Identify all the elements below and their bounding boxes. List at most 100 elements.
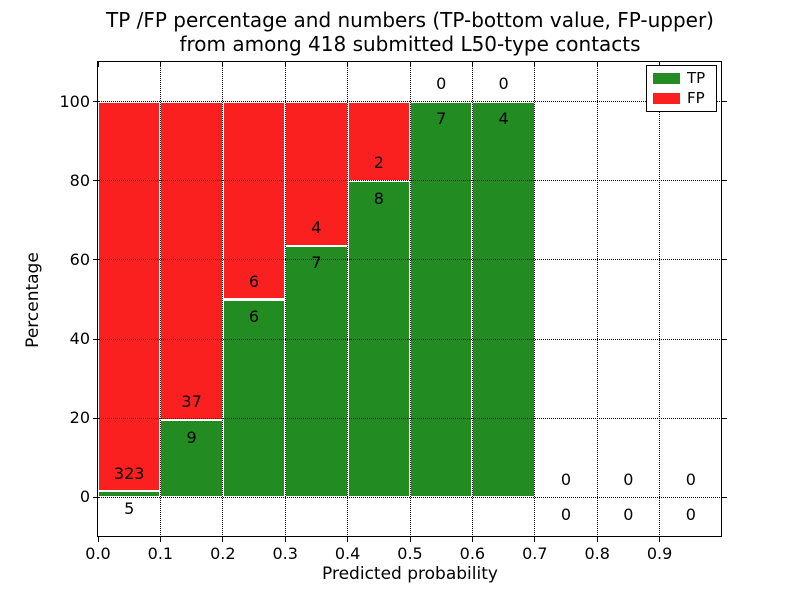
bar-fp-segment [160,101,223,420]
legend-item-fp: FP [653,91,710,106]
bar-fp-segment [98,101,161,492]
bar-count-label-fp: 0 [436,73,447,93]
legend-label-fp: FP [687,89,705,107]
x-axis-tick-top [471,62,473,67]
bar-count-label-tp: 9 [186,427,197,447]
x-tick-label: 0.4 [334,544,361,563]
x-axis-tick-top [284,62,286,67]
y-axis-tick [93,101,98,103]
x-axis-tick-top [222,62,224,67]
x-axis-tick-top [409,62,411,67]
x-axis-tick [97,537,99,542]
x-axis-tick-top [159,62,161,67]
chart-title-line1: TP /FP percentage and numbers (TP-bottom… [106,8,714,32]
x-axis-label: Predicted probability [322,564,498,584]
bar-tp-segment [472,101,535,498]
x-axis-tick-top [347,62,349,67]
y-axis-tick [93,180,98,182]
y-axis-tick-right [722,496,727,498]
x-tick-label: 0.3 [272,544,298,563]
bar-count-label-fp: 0 [623,469,634,489]
x-tick-label: 0.2 [210,544,236,563]
bar-tp-segment [285,245,348,498]
bar-fp-segment [222,101,286,300]
bar-count-label-tp: 0 [623,505,634,525]
x-tick-label: 0.5 [397,544,423,563]
bar-count-label-fp: 2 [373,152,384,172]
x-tick-label: 0.8 [584,544,610,563]
y-tick-label: 0 [79,487,90,507]
x-axis-tick-top [659,62,661,67]
v-gridline [222,62,224,537]
x-tick-label: 0.6 [459,544,486,563]
y-axis-label: Percentage [23,252,43,348]
bar-count-label-tp: 0 [560,505,572,525]
v-gridline [409,62,411,537]
y-tick-label: 20 [69,408,90,428]
x-tick-label: 0.7 [522,544,548,563]
bar-fp-segment [285,101,348,246]
legend-swatch-fp [653,93,680,104]
x-axis-tick [659,537,661,542]
legend-swatch-tp [653,73,680,84]
chart-title-line2: from among 418 submitted L50-type contac… [179,32,641,56]
bar-count-label-fp: 4 [311,217,322,237]
y-axis-tick [93,259,98,261]
y-tick-label: 60 [69,249,90,269]
x-axis-tick [534,537,536,542]
v-gridline [284,62,286,537]
y-axis-tick-right [722,338,727,340]
bar-count-label-tp: 7 [436,109,447,129]
x-axis-tick [409,537,411,542]
legend-item-tp: TP [653,71,710,86]
v-gridline [596,62,598,537]
bar-count-label-fp: 323 [113,463,145,483]
bar-count-label-fp: 0 [560,469,572,489]
bar-tp-segment [222,299,286,498]
bar-count-label-fp: 6 [248,271,260,291]
bar-count-label-tp: 7 [311,253,322,273]
x-tick-label: 0.0 [85,544,111,563]
y-axis-tick [93,417,98,419]
bar-count-label-fp: 0 [685,469,696,489]
bar-count-label-tp: 5 [124,499,135,519]
bar-count-label-tp: 6 [248,307,260,327]
y-axis-tick [93,338,98,340]
v-gridline [471,62,473,537]
y-axis-tick-right [722,259,727,261]
v-gridline [534,62,536,537]
bar-count-label-fp: 0 [498,73,509,93]
bar-count-label-tp: 0 [685,505,696,525]
v-gridline [659,62,661,537]
x-axis-tick [471,537,473,542]
x-tick-label: 0.9 [646,544,673,563]
y-axis-tick-right [722,101,727,103]
legend-label-tp: TP [687,69,706,87]
y-axis-tick-right [722,417,727,419]
x-axis-tick-top [97,62,99,67]
x-axis-tick-top [534,62,536,67]
bar-tp-segment [160,419,223,498]
bar-tp-segment [98,491,161,498]
bar-count-label-tp: 4 [498,109,509,129]
x-axis-tick [347,537,349,542]
y-tick-label: 40 [69,329,90,349]
x-axis-tick [222,537,224,542]
bar-count-label-fp: 37 [181,392,202,412]
x-axis-tick [596,537,598,542]
y-tick-label: 80 [69,170,90,190]
x-tick-label: 0.1 [147,544,174,563]
v-gridline [347,62,349,537]
x-axis-tick [284,537,286,542]
x-axis-tick-top [596,62,598,67]
v-gridline [159,62,161,537]
bar-fp-segment [347,101,410,181]
bar-count-label-tp: 8 [373,188,384,208]
bar-tp-segment [410,101,473,498]
y-axis-tick-right [722,180,727,182]
x-axis-tick [159,537,161,542]
legend: TP FP [646,65,717,112]
y-tick-label: 100 [59,91,90,111]
y-axis-tick [93,496,98,498]
